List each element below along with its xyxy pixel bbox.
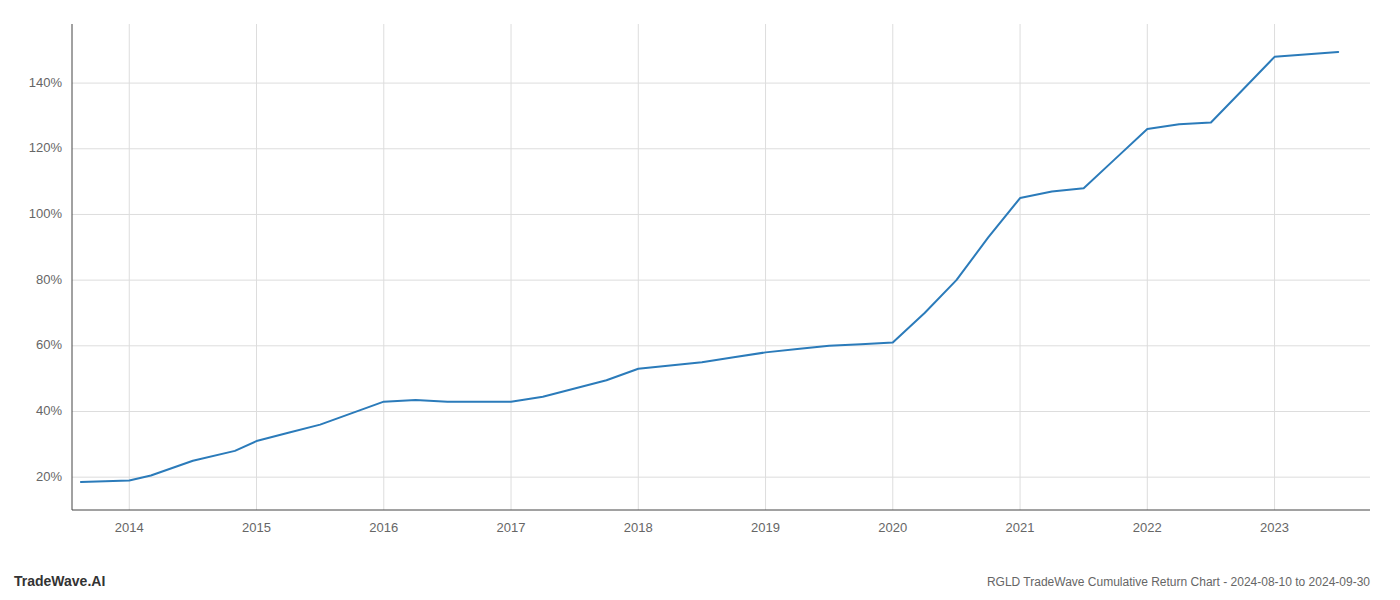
x-grid-line (256, 24, 257, 510)
x-grid-line (765, 24, 766, 510)
tick-labels: 20% 40% 60% 80% 100% 120% 140% 2014 2015 2016 2017… (29, 75, 1289, 535)
y-grid-line (72, 477, 1370, 478)
y-grid-line (72, 280, 1370, 281)
x-grid-line (129, 24, 130, 510)
y-tick-label: 20% (36, 469, 62, 484)
x-tick-label: 2014 (115, 520, 144, 535)
x-tick-label: 2018 (624, 520, 653, 535)
x-axis-line (72, 510, 1370, 511)
x-tick-label: 2016 (369, 520, 398, 535)
y-tick-label: 100% (29, 206, 63, 221)
x-grid-line (892, 24, 893, 510)
y-tick-label: 80% (36, 272, 62, 287)
y-grid-line (72, 83, 1370, 84)
y-tick-label: 120% (29, 140, 63, 155)
plot-area (81, 52, 1338, 482)
x-grid-line (638, 24, 639, 510)
y-tick-label: 140% (29, 75, 63, 90)
x-tick-label: 2021 (1006, 520, 1035, 535)
watermark: TradeWave.AI (14, 573, 105, 589)
line (81, 52, 1338, 482)
x-tick-label: 2017 (497, 520, 526, 535)
title: RGLD TradeWave Cumulative Return Chart -… (987, 575, 1370, 589)
y-axis-line (72, 24, 73, 510)
y-grid-line (72, 148, 1370, 149)
chart: 20% 40% 60% 80% 100% 120% 140% 2014 2015 2016 2017… (0, 0, 1400, 600)
x-grid-line (1147, 24, 1148, 510)
x-tick-label: 2019 (751, 520, 780, 535)
y-tick-label: 40% (36, 403, 62, 418)
x-grid-line (1020, 24, 1021, 510)
x-grid-line (511, 24, 512, 510)
x-grid-line (383, 24, 384, 510)
x-grid-line (1274, 24, 1275, 510)
y-tick-label: 60% (36, 337, 62, 352)
y-grid-line (72, 345, 1370, 346)
x-tick-label: 2015 (242, 520, 271, 535)
x-tick-label: 2023 (1260, 520, 1289, 535)
x-tick-label: 2020 (878, 520, 907, 535)
y-grid-line (72, 214, 1370, 215)
grid (72, 24, 1370, 510)
y-grid-line (72, 411, 1370, 412)
x-tick-label: 2022 (1133, 520, 1162, 535)
